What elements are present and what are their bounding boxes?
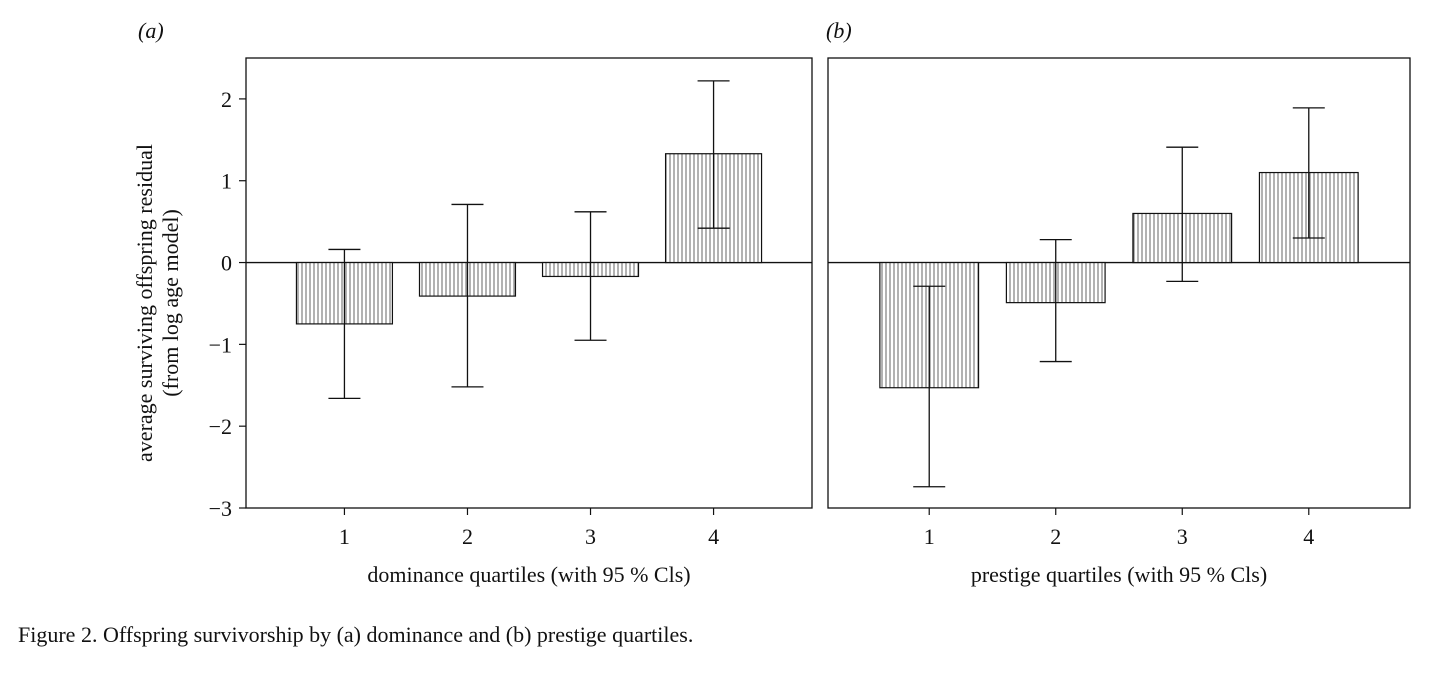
error-bar-quartile-1: [913, 285, 946, 488]
panel-b: (b) 1 2 3 4 prestige quartiles (with 95 % Cls…: [826, 18, 1411, 587]
y-tick-label: −2: [209, 414, 232, 439]
panel-a: (a) 1 2 3 4 −3 −2 −1 0 1 2 dominance quartiles (wit…: [132, 18, 813, 587]
y-tick-label: 0: [221, 251, 232, 276]
panel-label: (a): [138, 18, 164, 43]
x-tick-label: 3: [585, 524, 596, 549]
x-tick-label: 2: [462, 524, 473, 549]
y-tick-label: 2: [221, 87, 232, 112]
error-bar-quartile-1: [328, 248, 361, 400]
y-tick-label: −1: [209, 332, 232, 357]
plot-frame: [827, 57, 1411, 509]
error-bar-quartile-3: [1166, 146, 1199, 283]
y-tick-label: 1: [221, 169, 232, 194]
x-tick-label: 1: [339, 524, 350, 549]
x-axis-label: dominance quartiles (with 95 % Cls): [367, 562, 690, 587]
x-tick-label: 2: [1050, 524, 1061, 549]
x-tick-label: 3: [1177, 524, 1188, 549]
error-bar-quartile-4: [1292, 107, 1325, 239]
y-tick-label: −3: [209, 496, 232, 521]
x-tick-label: 1: [924, 524, 935, 549]
x-tick-label: 4: [708, 524, 719, 549]
x-axis-label: prestige quartiles (with 95 % Cls): [971, 562, 1267, 587]
y-axis-label-line: (from log age model): [158, 209, 183, 397]
plot-frame: [245, 57, 813, 509]
figure-caption: Figure 2. Offspring survivorship by (a) …: [18, 622, 694, 647]
panel-label: (b): [826, 18, 852, 43]
error-bar-quartile-3: [574, 211, 607, 341]
error-bar-quartile-2: [1039, 238, 1072, 363]
y-axis-label-line: average surviving offspring residual: [132, 144, 157, 462]
x-tick-label: 4: [1303, 524, 1314, 549]
error-bar-quartile-4: [697, 80, 730, 229]
error-bar-quartile-2: [451, 203, 484, 388]
